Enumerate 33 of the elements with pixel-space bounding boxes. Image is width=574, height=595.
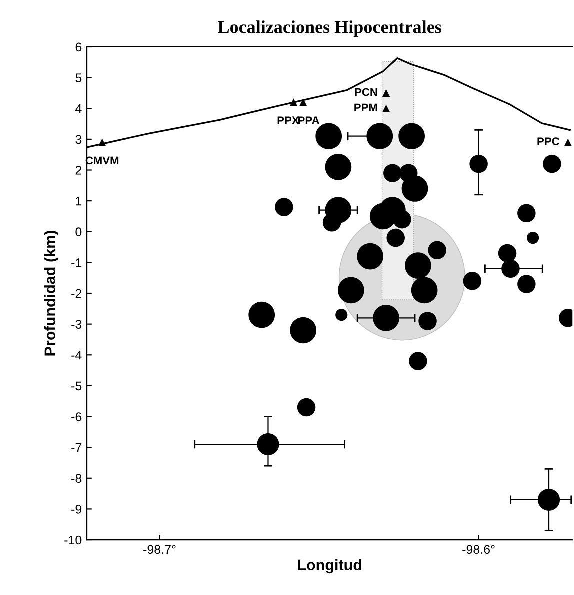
series-label: PPM [354,104,378,112]
chart-title: Localizaciones Hipocentrales [218,20,442,37]
y-tick-label: -10 [64,536,82,545]
y-tick-label: 1 [76,197,82,206]
y-axis-title: Profundidad (km) [44,231,59,356]
y-tick-label: 6 [76,42,82,52]
point [382,89,390,98]
y-tick-label: 3 [76,135,82,144]
y-tick-label: -3 [72,320,82,329]
series-label: PCN [355,88,378,96]
y-tick-label: -1 [72,258,82,268]
y-tick-label: -9 [72,505,82,514]
y-tick-label: 5 [76,74,82,82]
y-tick-label: 2 [76,166,82,175]
y-tick-label: -5 [72,382,82,391]
y-tick-label: -2 [72,289,82,298]
series-label: PPX [278,116,300,124]
x-tick-label: -98.6° [462,545,495,554]
y-tick-label: -8 [72,474,82,484]
y-tick-label: -7 [72,444,82,452]
point [564,138,572,146]
series-label: PPC [538,138,560,146]
x-tick-label: -98.7° [144,545,176,554]
point [300,98,308,106]
point [382,104,390,112]
series-label: PPA [298,116,320,124]
y-tick-label: -4 [72,351,82,360]
y-tick-label: 4 [75,104,82,114]
x-axis-title: Longitud [298,559,362,574]
y-tick-label: 0 [76,228,82,237]
point [290,98,298,106]
y-tick-label: -6 [72,412,82,422]
point [98,138,106,146]
